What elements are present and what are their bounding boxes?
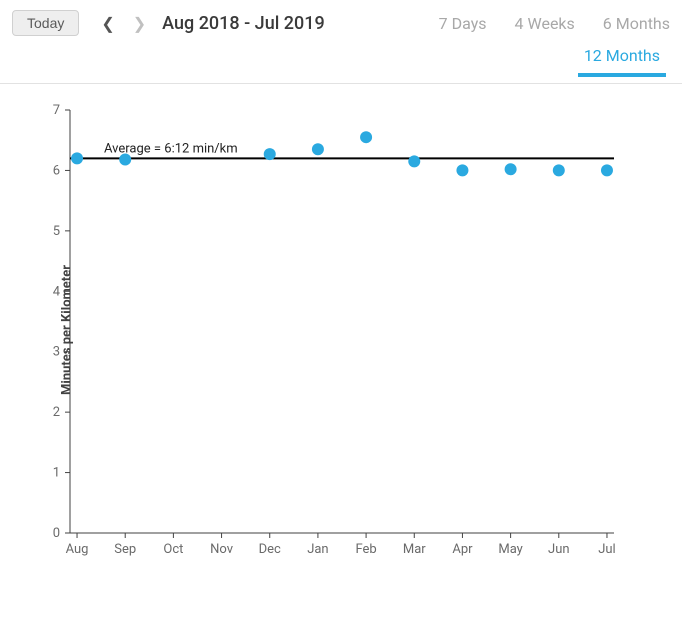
tab-12-months[interactable]: 12 Months — [584, 46, 660, 65]
data-point[interactable] — [505, 163, 517, 175]
data-point[interactable] — [456, 164, 468, 176]
pace-chart: 01234567AugSepOctNovDecJanFebMarAprMayJu… — [12, 102, 632, 567]
svg-text:Jul: Jul — [598, 542, 616, 557]
svg-text:5: 5 — [53, 224, 60, 239]
next-arrow[interactable]: ❯ — [129, 12, 150, 35]
date-range-label: Aug 2018 - Jul 2019 — [162, 13, 325, 34]
range-tabs-row1: 7 Days 4 Weeks 6 Months — [439, 14, 670, 33]
y-axis-title: Minutes per Kilometer — [60, 265, 75, 395]
tab-4-weeks[interactable]: 4 Weeks — [515, 14, 575, 33]
data-point[interactable] — [601, 164, 613, 176]
data-point[interactable] — [312, 143, 324, 155]
svg-text:6: 6 — [53, 163, 60, 178]
svg-text:1: 1 — [53, 466, 60, 481]
svg-text:Mar: Mar — [403, 542, 426, 557]
svg-text:2: 2 — [53, 405, 60, 420]
svg-text:0: 0 — [53, 526, 60, 541]
prev-arrow[interactable]: ❮ — [97, 12, 118, 35]
svg-text:Feb: Feb — [355, 542, 376, 557]
data-point[interactable] — [71, 152, 83, 164]
data-point[interactable] — [264, 148, 276, 160]
svg-text:Oct: Oct — [163, 542, 183, 557]
today-button[interactable]: Today — [12, 10, 79, 36]
svg-text:Aug: Aug — [66, 542, 89, 557]
svg-text:Jan: Jan — [307, 542, 328, 557]
data-point[interactable] — [408, 155, 420, 167]
svg-text:Sep: Sep — [114, 542, 136, 557]
tab-6-months[interactable]: 6 Months — [603, 14, 670, 33]
svg-text:Apr: Apr — [452, 542, 473, 557]
data-point[interactable] — [553, 164, 565, 176]
svg-text:Dec: Dec — [259, 542, 281, 557]
tab-7-days[interactable]: 7 Days — [439, 14, 487, 33]
svg-text:Nov: Nov — [210, 542, 234, 557]
svg-text:Jun: Jun — [548, 542, 570, 557]
data-point[interactable] — [360, 131, 372, 143]
data-point[interactable] — [119, 154, 131, 166]
svg-text:7: 7 — [53, 103, 60, 118]
svg-text:May: May — [498, 542, 522, 557]
